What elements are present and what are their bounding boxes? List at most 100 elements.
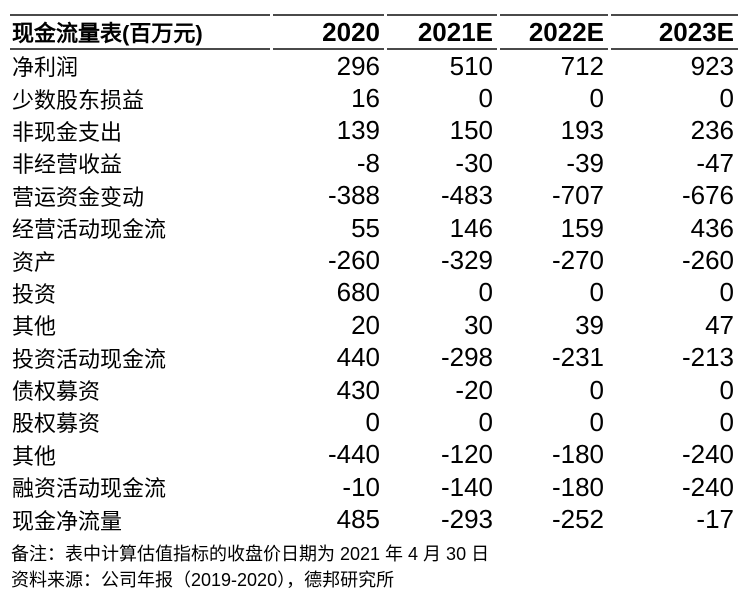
column-header-2022e: 2022E (500, 14, 608, 50)
cell-value: -298 (440, 342, 493, 373)
cell-value: 39 (575, 309, 604, 340)
row-label: 非经营收益 (12, 152, 123, 178)
cell-value: -329 (440, 245, 493, 276)
row-label: 少数股东损益 (12, 87, 145, 113)
table-row: 资产 -260 -329 -270 -260 (10, 244, 738, 276)
cell-value: -440 (327, 439, 380, 470)
cell-value: 0 (589, 277, 604, 308)
cell-value: 0 (589, 406, 604, 437)
table-row: 营运资金变动 -388 -483 -707 -676 (10, 180, 738, 212)
cell-value: -240 (681, 439, 734, 470)
column-header-2021e: 2021E (387, 14, 497, 50)
table-row: 股权募资 0 0 0 0 (10, 406, 738, 438)
cell-value: 0 (719, 406, 734, 437)
note-remark: 备注：表中计算估值指标的收盘价日期为 2021 年 4 月 30 日 (11, 543, 490, 564)
cell-value: 159 (560, 212, 604, 243)
table-row: 现金净流量 485 -293 -252 -17 (10, 503, 738, 535)
row-label: 债权募资 (12, 379, 101, 405)
cell-value: -20 (455, 374, 493, 405)
cell-value: -47 (696, 147, 734, 178)
row-label: 股权募资 (12, 411, 101, 437)
cell-value: 55 (351, 212, 380, 243)
cell-value: 146 (449, 212, 493, 243)
cell-value: -388 (327, 180, 380, 211)
cell-value: -213 (681, 342, 734, 373)
cell-value: 16 (351, 83, 380, 114)
table-row: 债权募资 430 -20 0 0 (10, 374, 738, 406)
cell-value: -30 (455, 147, 493, 178)
cell-value: 0 (478, 83, 493, 114)
table-title: 现金流量表(百万元) (10, 14, 270, 50)
cell-value: -180 (551, 439, 604, 470)
cell-value: -120 (440, 439, 493, 470)
cell-value: 0 (589, 374, 604, 405)
cell-value: -293 (440, 504, 493, 535)
table-row: 其他 -440 -120 -180 -240 (10, 439, 738, 471)
cell-value: -676 (681, 180, 734, 211)
cell-value: -17 (696, 504, 734, 535)
column-header-2023e: 2023E (611, 14, 738, 50)
cell-value: 0 (589, 83, 604, 114)
cell-value: 680 (336, 277, 380, 308)
cell-value: -240 (681, 471, 734, 502)
row-label: 投资活动现金流 (12, 346, 167, 372)
cell-value: 0 (478, 406, 493, 437)
table-row: 非经营收益 -8 -30 -39 -47 (10, 147, 738, 179)
table-row: 少数股东损益 16 0 0 0 (10, 82, 738, 114)
table-row: 投资 680 0 0 0 (10, 277, 738, 309)
row-label: 营运资金变动 (12, 184, 145, 210)
table-header-row: 现金流量表(百万元) 2020 2021E 2022E 2023E (10, 14, 738, 50)
cell-value: -140 (440, 471, 493, 502)
cell-value: 436 (690, 212, 734, 243)
cell-value: -252 (551, 504, 604, 535)
table-row: 经营活动现金流 55 146 159 436 (10, 212, 738, 244)
cell-value: 0 (719, 83, 734, 114)
table-row: 投资活动现金流 440 -298 -231 -213 (10, 342, 738, 374)
cell-value: 0 (365, 406, 380, 437)
cell-value: -260 (327, 245, 380, 276)
cell-value: 0 (478, 277, 493, 308)
cell-value: 430 (336, 374, 380, 405)
cell-value: 30 (464, 309, 493, 340)
cell-value: 193 (560, 115, 604, 146)
cell-value: -260 (681, 245, 734, 276)
cell-value: -483 (440, 180, 493, 211)
cell-value: 20 (351, 309, 380, 340)
cell-value: -231 (551, 342, 604, 373)
cell-value: 236 (690, 115, 734, 146)
cell-value: 139 (336, 115, 380, 146)
cell-value: 510 (449, 50, 493, 81)
cell-value: 440 (336, 342, 380, 373)
row-label: 资产 (12, 249, 57, 275)
cell-value: 0 (719, 277, 734, 308)
row-label: 其他 (12, 314, 57, 340)
row-label: 净利润 (12, 55, 79, 81)
table-row: 融资活动现金流 -10 -140 -180 -240 (10, 471, 738, 503)
note-source: 资料来源：公司年报（2019-2020），德邦研究所 (11, 569, 395, 590)
cell-value: -39 (566, 147, 604, 178)
row-label: 其他 (12, 443, 57, 469)
footnotes: 备注：表中计算估值指标的收盘价日期为 2021 年 4 月 30 日 资料来源：… (11, 541, 742, 592)
cell-value: -270 (551, 245, 604, 276)
row-label: 非现金支出 (12, 119, 123, 145)
row-label: 投资 (12, 281, 57, 307)
column-header-2020: 2020 (273, 14, 384, 50)
cell-value: 0 (719, 374, 734, 405)
cell-value: 150 (449, 115, 493, 146)
row-label: 融资活动现金流 (12, 476, 167, 502)
cell-value: 923 (690, 50, 734, 81)
cashflow-table: 现金流量表(百万元) 2020 2021E 2022E 2023E 净利润 29… (7, 14, 741, 536)
cell-value: -180 (551, 471, 604, 502)
cell-value: -707 (551, 180, 604, 211)
row-label: 经营活动现金流 (12, 217, 167, 243)
cell-value: 712 (560, 50, 604, 81)
cell-value: 485 (336, 504, 380, 535)
cell-value: -8 (356, 147, 380, 178)
cell-value: -10 (342, 471, 380, 502)
table-row: 净利润 296 510 712 923 (10, 50, 738, 82)
table-row: 其他 20 30 39 47 (10, 309, 738, 341)
row-label: 现金净流量 (12, 508, 123, 534)
table-row: 非现金支出 139 150 193 236 (10, 115, 738, 147)
cell-value: 296 (336, 50, 380, 81)
cell-value: 47 (705, 309, 734, 340)
